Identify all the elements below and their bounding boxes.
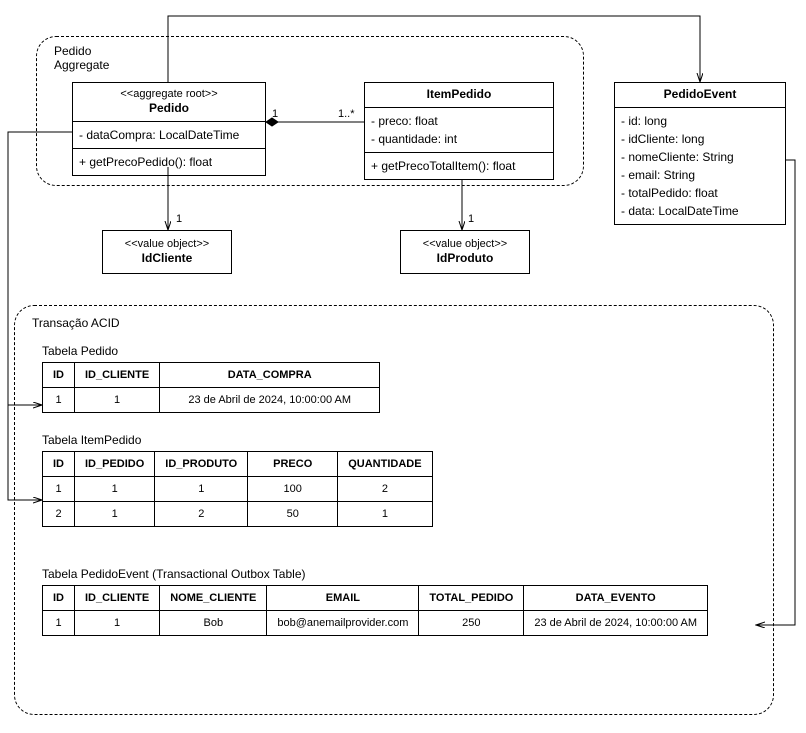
pedido-ops: + getPrecoPedido(): float — [73, 149, 265, 175]
te-r0c4: 250 — [419, 611, 524, 636]
te-h2: NOME_CLIENTE — [160, 586, 267, 611]
ti-r0c3: 100 — [248, 477, 338, 502]
mult-idproduto-1: 1 — [468, 213, 474, 225]
te-r0c1: 1 — [75, 611, 160, 636]
diagram-container: Pedido Aggregate <<aggregate root>> Pedi… — [0, 0, 806, 733]
te-r0c3: bob@anemailprovider.com — [267, 611, 419, 636]
ti-h1: ID_PEDIDO — [75, 452, 155, 477]
te-h4: TOTAL_PEDIDO — [419, 586, 524, 611]
valueobject-idcliente: <<value object>> IdCliente — [102, 230, 232, 274]
ti-r1c3: 50 — [248, 502, 338, 527]
table-row: 1 1 Bob bob@anemailprovider.com 250 23 d… — [43, 611, 708, 636]
pedidoevent-a5: - totalPedido: float — [621, 184, 779, 202]
te-h1: ID_CLIENTE — [75, 586, 160, 611]
idcliente-name: IdCliente — [113, 251, 221, 267]
ti-h4: QUANTIDADE — [338, 452, 432, 477]
tabela-itempedido-label: Tabela ItemPedido — [42, 433, 141, 447]
ti-r0c1: 1 — [75, 477, 155, 502]
tabela-pedido-label: Tabela Pedido — [42, 344, 118, 358]
pedidoevent-a1: - id: long — [621, 112, 779, 130]
te-r0c2: Bob — [160, 611, 267, 636]
tp-h0: ID — [43, 363, 75, 388]
ti-h0: ID — [43, 452, 75, 477]
tabela-pedido: ID ID_CLIENTE DATA_COMPRA 1 1 23 de Abri… — [42, 362, 380, 413]
ti-r1c1: 1 — [75, 502, 155, 527]
te-r0c0: 1 — [43, 611, 75, 636]
pedidoevent-a6: - data: LocalDateTime — [621, 202, 779, 220]
table-row: 2 1 2 50 1 — [43, 502, 433, 527]
itempedido-attr1: - preco: float — [371, 112, 547, 130]
pedido-stereotype: <<aggregate root>> — [79, 87, 259, 101]
class-itempedido: ItemPedido - preco: float - quantidade: … — [364, 82, 554, 180]
acid-label: Transação ACID — [32, 316, 120, 330]
pedidoevent-name: PedidoEvent — [621, 87, 779, 103]
ti-r1c0: 2 — [43, 502, 75, 527]
tabela-pedidoevent-label: Tabela PedidoEvent (Transactional Outbox… — [42, 567, 306, 581]
ti-r1c2: 2 — [155, 502, 248, 527]
aggregate-label: Pedido Aggregate — [54, 44, 109, 72]
ti-h3: PRECO — [248, 452, 338, 477]
te-h5: DATA_EVENTO — [524, 586, 708, 611]
ti-h2: ID_PRODUTO — [155, 452, 248, 477]
aggregate-label-line1: Pedido — [54, 44, 91, 58]
ti-r0c2: 1 — [155, 477, 248, 502]
mult-pedido-item-star: 1..* — [338, 108, 355, 120]
class-pedidoevent: PedidoEvent - id: long - idCliente: long… — [614, 82, 786, 225]
tp-r0c2: 23 de Abril de 2024, 10:00:00 AM — [160, 388, 380, 413]
tabela-pedidoevent: ID ID_CLIENTE NOME_CLIENTE EMAIL TOTAL_P… — [42, 585, 708, 636]
tp-h2: DATA_COMPRA — [160, 363, 380, 388]
te-r0c5: 23 de Abril de 2024, 10:00:00 AM — [524, 611, 708, 636]
tp-r0c1: 1 — [75, 388, 160, 413]
mult-pedido-item-1: 1 — [272, 108, 278, 120]
mult-idcliente-1: 1 — [176, 213, 182, 225]
pedidoevent-a2: - idCliente: long — [621, 130, 779, 148]
te-h3: EMAIL — [267, 586, 419, 611]
tp-h1: ID_CLIENTE — [75, 363, 160, 388]
class-pedido: <<aggregate root>> Pedido - dataCompra: … — [72, 82, 266, 176]
table-row: 1 1 1 100 2 — [43, 477, 433, 502]
table-row: 1 1 23 de Abril de 2024, 10:00:00 AM — [43, 388, 380, 413]
valueobject-idproduto: <<value object>> IdProduto — [400, 230, 530, 274]
tp-r0c0: 1 — [43, 388, 75, 413]
pedidoevent-a4: - email: String — [621, 166, 779, 184]
aggregate-label-line2: Aggregate — [54, 58, 109, 72]
pedido-attrs: - dataCompra: LocalDateTime — [73, 122, 265, 149]
ti-r1c4: 1 — [338, 502, 432, 527]
itempedido-name: ItemPedido — [371, 87, 547, 103]
idproduto-name: IdProduto — [411, 251, 519, 267]
pedido-name: Pedido — [79, 101, 259, 117]
pedidoevent-a3: - nomeCliente: String — [621, 148, 779, 166]
itempedido-ops: + getPrecoTotalItem(): float — [365, 153, 553, 179]
tabela-itempedido: ID ID_PEDIDO ID_PRODUTO PRECO QUANTIDADE… — [42, 451, 433, 527]
te-h0: ID — [43, 586, 75, 611]
ti-r0c0: 1 — [43, 477, 75, 502]
ti-r0c4: 2 — [338, 477, 432, 502]
idproduto-stereotype: <<value object>> — [411, 237, 519, 251]
itempedido-attr2: - quantidade: int — [371, 130, 547, 148]
idcliente-stereotype: <<value object>> — [113, 237, 221, 251]
